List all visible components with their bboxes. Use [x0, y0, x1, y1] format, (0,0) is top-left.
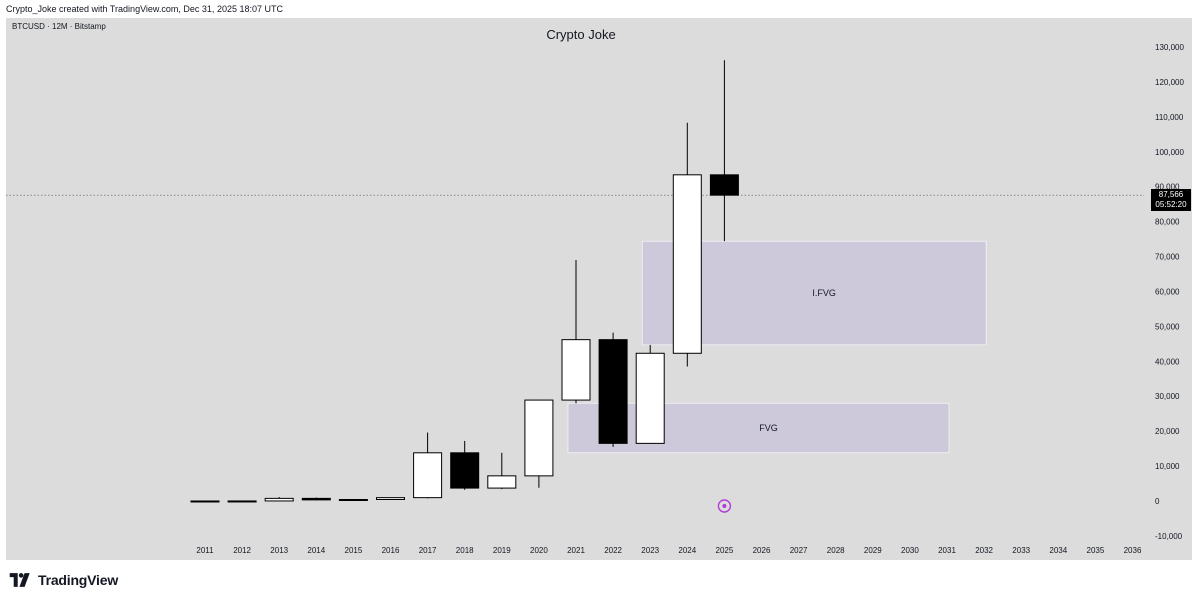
- fvg-zone-label: FVG: [759, 423, 778, 433]
- y-tick-label: 40,000: [1155, 357, 1180, 366]
- x-tick-label: 2015: [345, 546, 363, 555]
- x-tick-label: 2035: [1087, 546, 1105, 555]
- x-tick-label: 2029: [864, 546, 882, 555]
- fvg-zone-label: I.FVG: [812, 288, 836, 298]
- x-tick-label: 2030: [901, 546, 919, 555]
- x-tick-label: 2012: [233, 546, 251, 555]
- bar-countdown: 05:52:20: [1155, 200, 1187, 209]
- x-tick-label: 2014: [307, 546, 325, 555]
- candle-body: [338, 498, 368, 501]
- symbol-line: BTCUSD · 12M · Bitstamp: [12, 22, 106, 31]
- attribution-text: Crypto_Joke created with TradingView.com…: [6, 4, 283, 14]
- footer-branding: TradingView: [8, 570, 118, 590]
- y-tick-label: 30,000: [1155, 392, 1180, 401]
- x-tick-label: 2011: [196, 546, 214, 555]
- x-tick-label: 2016: [382, 546, 400, 555]
- x-tick-label: 2027: [790, 546, 808, 555]
- chart-panel[interactable]: I.FVG FVG 2011 2012 2013 2014 2015 2016 2017 2018…: [6, 18, 1192, 560]
- candle-body: [301, 497, 331, 501]
- current-price-value: 87,566: [1158, 190, 1184, 199]
- candle-body: [413, 452, 443, 499]
- y-tick-label: 20,000: [1155, 427, 1180, 436]
- candle-body: [376, 497, 405, 500]
- candle-body: [227, 500, 257, 503]
- current-price-badge: 87,566 05:52:20: [1151, 189, 1191, 211]
- x-tick-label: 2019: [493, 546, 511, 555]
- y-tick-label: 70,000: [1155, 253, 1180, 262]
- y-tick-label: 110,000: [1155, 113, 1184, 122]
- y-tick-label: 10,000: [1155, 462, 1180, 471]
- candle-body: [264, 497, 294, 502]
- candle-body: [450, 452, 480, 489]
- candlestick-chart[interactable]: I.FVG FVG 2011 2012 2013 2014 2015 2016 2017 2018…: [6, 18, 1192, 560]
- x-tick-label: 2024: [678, 546, 696, 555]
- x-tick-label: 2034: [1049, 546, 1067, 555]
- x-tick-label: 2025: [716, 546, 734, 555]
- y-tick-label: 130,000: [1155, 43, 1184, 52]
- x-tick-label: 2017: [419, 546, 437, 555]
- tradingview-brand: TradingView: [38, 572, 119, 588]
- candle-body: [487, 475, 517, 489]
- y-tick-label: 120,000: [1155, 78, 1184, 87]
- x-tick-label: 2031: [938, 546, 956, 555]
- x-tick-label: 2033: [1012, 546, 1030, 555]
- y-tick-label: 60,000: [1155, 287, 1180, 296]
- x-tick-label: 2032: [975, 546, 993, 555]
- x-tick-label: 2023: [641, 546, 659, 555]
- x-tick-label: 2020: [530, 546, 548, 555]
- y-tick-label: 0: [1155, 497, 1160, 506]
- candle-body: [598, 339, 628, 444]
- y-tick-label: 80,000: [1155, 218, 1180, 227]
- y-tick-label: 50,000: [1155, 322, 1180, 331]
- candle-body: [635, 352, 665, 444]
- event-marker-dot: [722, 504, 727, 508]
- fvg-zone: [567, 402, 950, 454]
- candle-body: [190, 500, 220, 503]
- candle-body: [672, 174, 702, 354]
- candle-body: [561, 339, 591, 401]
- x-tick-label: 2026: [753, 546, 771, 555]
- chart-title: Crypto Joke: [546, 27, 616, 42]
- x-tick-label: 2036: [1124, 546, 1142, 555]
- candle-body: [524, 399, 554, 477]
- y-tick-label: 90,000: [1155, 183, 1180, 192]
- x-tick-label: 2021: [567, 546, 585, 555]
- y-tick-label: -10,000: [1155, 532, 1183, 541]
- x-tick-label: 2013: [270, 546, 288, 555]
- x-tick-label: 2028: [827, 546, 845, 555]
- x-tick-label: 2022: [604, 546, 622, 555]
- x-tick-label: 2018: [456, 546, 474, 555]
- y-tick-label: 100,000: [1155, 148, 1184, 157]
- candle-body: [709, 174, 739, 196]
- tradingview-logo-icon: [9, 573, 30, 587]
- event-marker-icon: [717, 499, 732, 513]
